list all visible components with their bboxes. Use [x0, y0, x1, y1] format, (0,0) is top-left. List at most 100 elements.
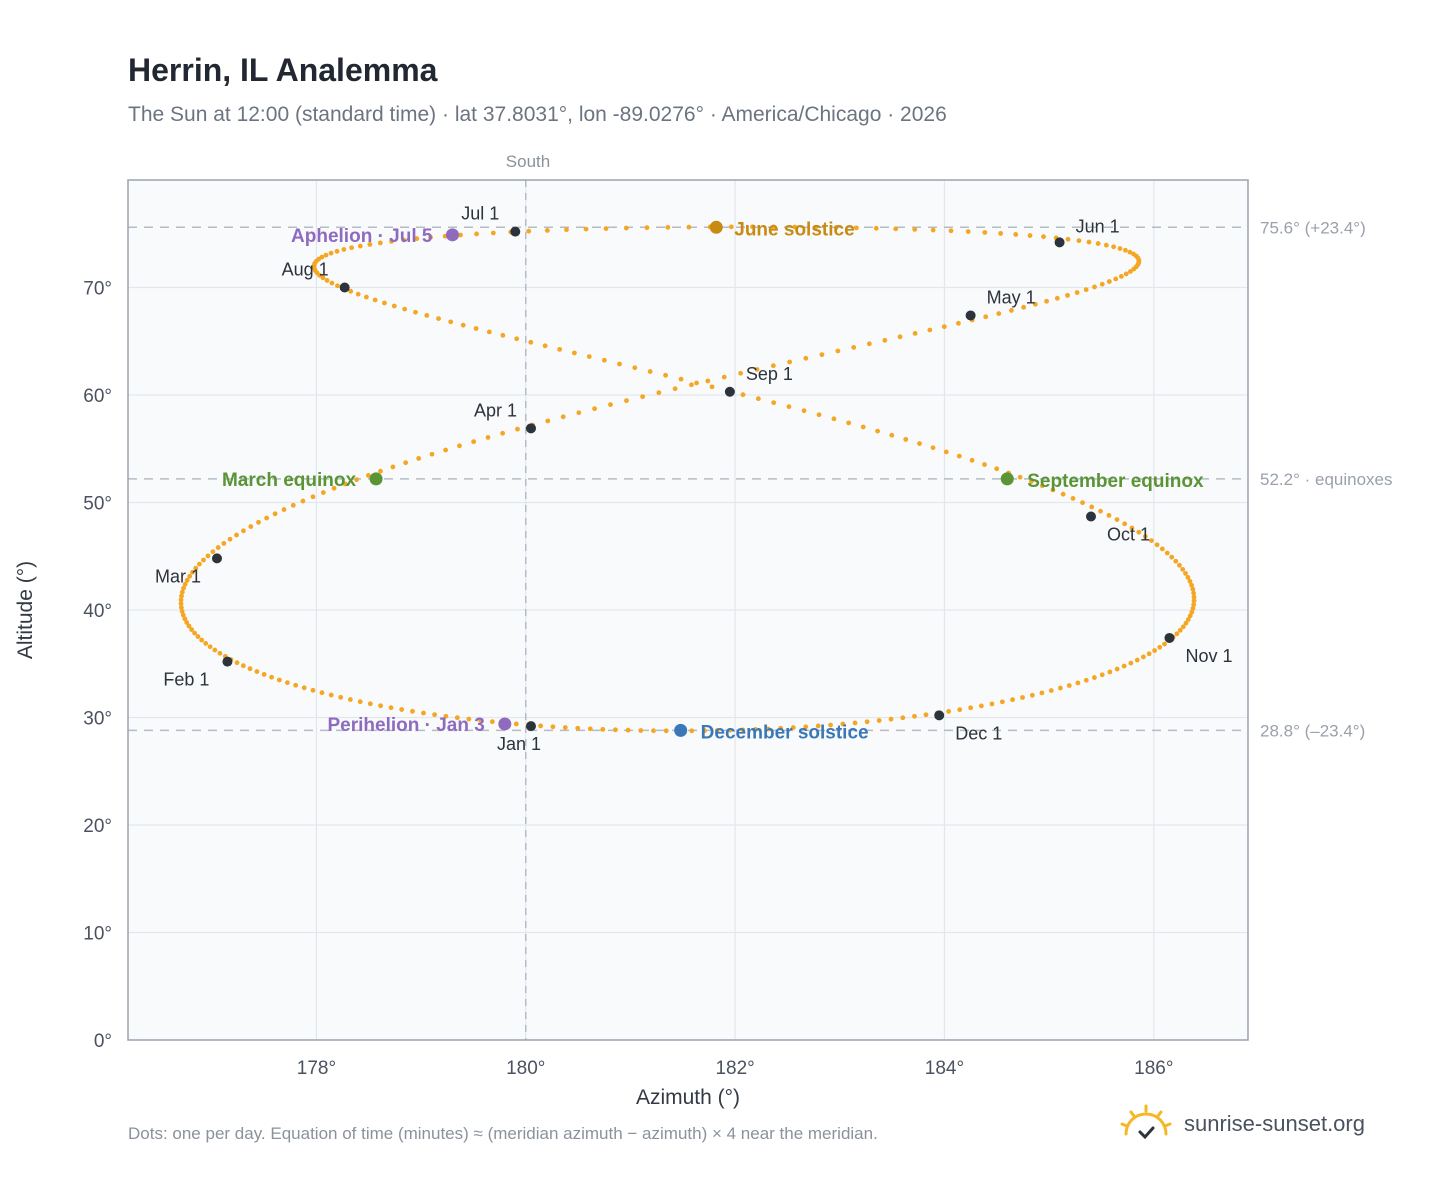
analemma-day-dot: [413, 309, 418, 315]
analemma-day-dot: [943, 449, 949, 455]
analemma-day-dot: [538, 723, 544, 729]
analemma-day-dot: [1083, 287, 1089, 293]
analemma-day-dot: [526, 228, 532, 234]
analemma-day-dot: [1129, 525, 1135, 531]
analemma-day-dot: [665, 224, 671, 230]
analemma-day-dot: [372, 297, 378, 303]
y-tick-label: 30°: [83, 709, 112, 730]
analemma-day-dot: [247, 666, 253, 672]
analemma-day-dot: [178, 601, 184, 607]
analemma-day-dot: [320, 275, 326, 281]
analemma-day-dot: [180, 612, 186, 618]
analemma-day-dot: [466, 716, 472, 722]
analemma-day-dot: [182, 581, 188, 587]
analemma-day-dot: [178, 605, 184, 610]
analemma-day-dot: [195, 634, 201, 639]
analemma-day-dot: [414, 236, 420, 242]
analemma-day-dot: [338, 694, 344, 700]
analemma-day-dot: [1028, 479, 1034, 484]
analemma-day-dot: [378, 468, 383, 474]
y-tick-label: 60°: [83, 386, 112, 407]
analemma-day-dot: [478, 718, 483, 723]
analemma-day-dot: [424, 312, 430, 318]
event-marker-dot: [369, 472, 383, 486]
analemma-day-dot: [293, 682, 299, 688]
analemma-day-dot: [1070, 496, 1076, 501]
analemma-day-dot: [1076, 238, 1082, 244]
analemma-day-dot: [1185, 574, 1191, 580]
analemma-day-dot: [240, 663, 246, 669]
analemma-day-dot: [754, 367, 760, 372]
chart-subtitle: The Sun at 12:00 (standard time) · lat 3…: [128, 103, 947, 126]
meridian-label: South: [506, 152, 550, 171]
analemma-day-dot: [184, 619, 190, 625]
analemma-day-dot: [851, 344, 857, 350]
analemma-day-dot: [367, 701, 373, 707]
analemma-day-dot: [786, 404, 792, 410]
analemma-day-dot: [969, 457, 975, 463]
analemma-day-dot: [264, 515, 270, 521]
analemma-day-dot: [705, 378, 711, 384]
analemma-day-dot: [860, 424, 866, 430]
analemma-day-dot: [234, 532, 239, 538]
analemma-day-dot: [193, 565, 199, 571]
analemma-day-dot: [1020, 695, 1025, 700]
analemma-day-dot: [310, 687, 316, 693]
analemma-day-dot: [545, 418, 551, 424]
analemma-day-dot: [201, 557, 206, 563]
analemma-day-dot: [750, 224, 755, 230]
analemma-day-dot: [1185, 617, 1191, 622]
analemma-day-dot: [184, 577, 190, 583]
analemma-day-dot: [740, 392, 746, 398]
month-marker-dot: [934, 710, 945, 721]
month-marker-dot: [724, 386, 735, 397]
analemma-day-dot: [803, 724, 809, 730]
month-marker-dot: [222, 656, 233, 667]
event-marker-dot: [445, 228, 459, 242]
month-marker-label: Apr 1: [474, 400, 517, 420]
analemma-day-dot: [179, 589, 185, 595]
brand-logo[interactable]: sunrise-sunset.org: [1120, 1102, 1365, 1146]
analemma-day-dot: [1080, 500, 1085, 506]
analemma-day-dot: [1189, 582, 1195, 588]
analemma-day-dot: [1123, 271, 1129, 277]
analemma-day-dot: [382, 300, 387, 306]
analemma-day-dot: [276, 677, 282, 683]
analemma-day-dot: [1191, 598, 1197, 604]
analemma-day-dot: [363, 294, 369, 300]
month-marker-dot: [510, 226, 521, 237]
analemma-day-dot: [241, 528, 246, 534]
analemma-day-dot: [803, 355, 809, 361]
analemma-day-dot: [254, 669, 260, 674]
analemma-day-dot: [443, 713, 449, 719]
analemma-day-dot: [1074, 290, 1080, 295]
y-tick-label: 50°: [83, 494, 112, 515]
analemma-day-dot: [402, 306, 408, 312]
analemma-day-dot: [912, 330, 918, 336]
analemma-day-dot: [889, 432, 895, 438]
analemma-day-dot: [1191, 594, 1197, 600]
analemma-day-dot: [560, 414, 566, 420]
analemma-day-dot: [982, 230, 988, 235]
analemma-day-dot: [215, 545, 221, 550]
analemma-day-dot: [755, 396, 761, 402]
analemma-day-dot: [401, 237, 407, 243]
analemma-day-dot: [694, 380, 699, 386]
analemma-day-dot: [1118, 274, 1124, 279]
analemma-day-dot: [613, 727, 618, 733]
analemma-day-dot: [989, 701, 995, 707]
analemma-day-dot: [587, 726, 593, 732]
analemma-day-dot: [1190, 586, 1196, 592]
analemma-day-dot: [562, 725, 568, 730]
analemma-day-dot: [1086, 239, 1092, 245]
analemma-day-dot: [1114, 666, 1120, 672]
analemma-day-dot: [678, 376, 684, 382]
month-markers: Jan 1 Feb 1 Mar 1 Apr 1 May 1 Jun 1 Jul 1 Aug 1…: [155, 204, 1233, 754]
analemma-day-dot: [197, 561, 202, 567]
analemma-day-dot: [1157, 644, 1163, 650]
analemma-day-dot: [448, 319, 454, 325]
analemma-day-dot: [189, 627, 194, 632]
analemma-day-dot: [771, 224, 777, 230]
analemma-day-dot: [1054, 295, 1060, 301]
analemma-day-dot: [1146, 651, 1152, 657]
